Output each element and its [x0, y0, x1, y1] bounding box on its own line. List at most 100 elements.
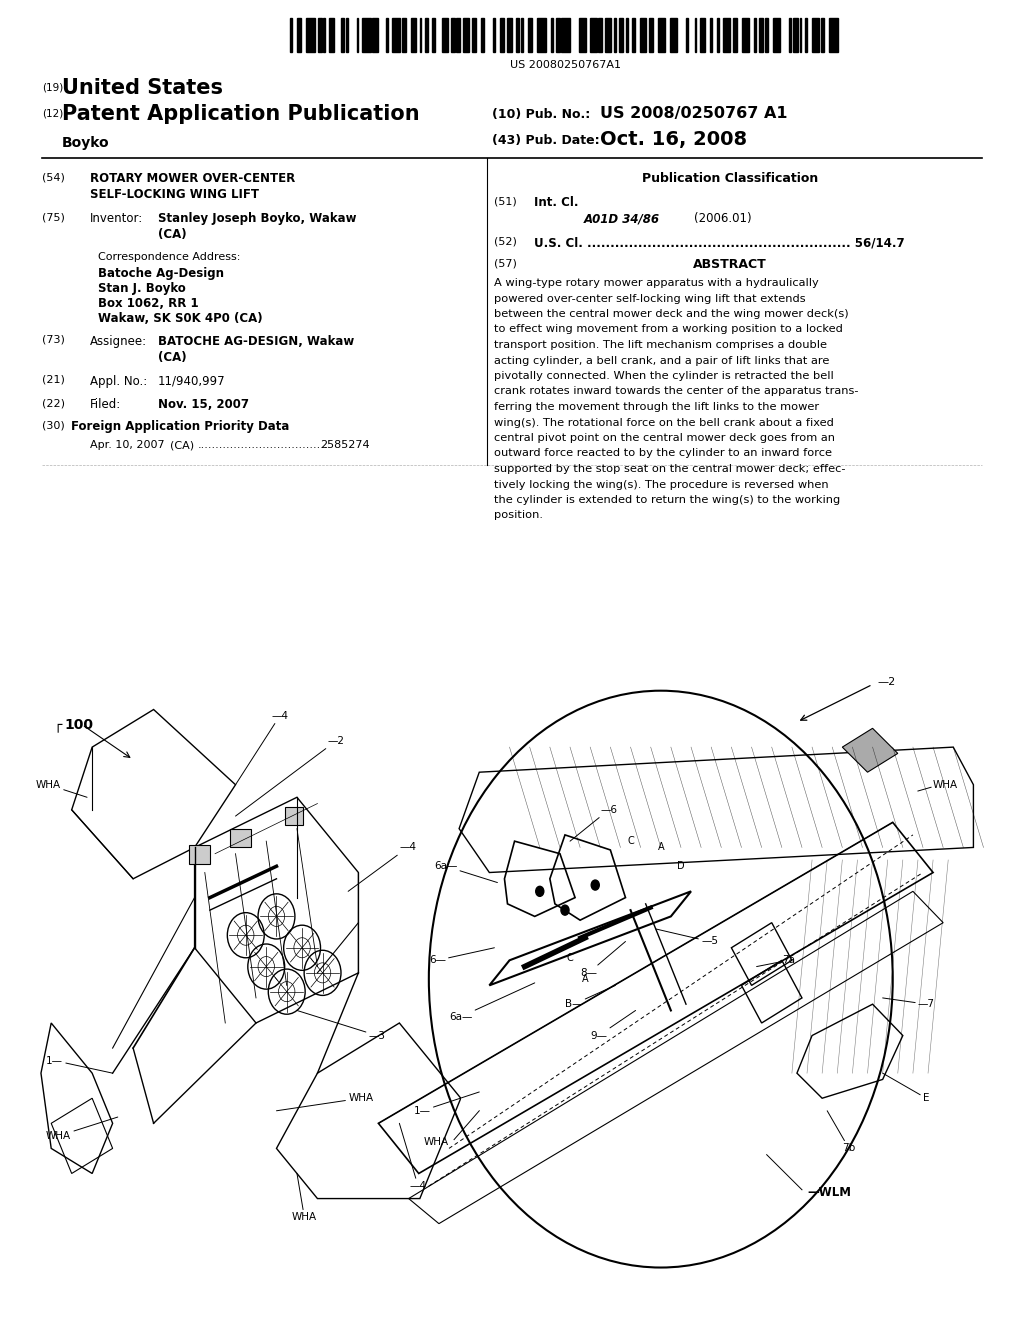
Text: Apr. 10, 2007: Apr. 10, 2007 — [90, 440, 165, 450]
Bar — [742, 18, 749, 51]
Bar — [189, 845, 210, 863]
Bar — [765, 18, 768, 51]
Text: Filed:: Filed: — [90, 399, 121, 411]
Bar — [318, 18, 322, 51]
Bar — [386, 18, 388, 51]
Bar — [723, 18, 730, 51]
Bar — [773, 18, 780, 51]
Text: 6a—: 6a— — [434, 861, 498, 883]
Bar — [329, 18, 334, 51]
Bar — [500, 18, 504, 51]
Bar — [733, 18, 736, 51]
Bar — [464, 18, 469, 51]
Text: —4: —4 — [348, 842, 417, 891]
Bar — [452, 18, 455, 51]
Text: 11/940,997: 11/940,997 — [158, 375, 225, 388]
Text: Int. Cl.: Int. Cl. — [534, 195, 579, 209]
Bar — [516, 18, 519, 51]
Text: Correspondence Address:: Correspondence Address: — [98, 252, 241, 261]
Text: Oct. 16, 2008: Oct. 16, 2008 — [600, 129, 748, 149]
Text: Appl. No.:: Appl. No.: — [90, 375, 147, 388]
Text: —WLM: —WLM — [807, 1185, 851, 1199]
Circle shape — [591, 880, 599, 890]
Bar — [537, 18, 546, 51]
Text: —2: —2 — [236, 735, 345, 816]
Text: to effect wing movement from a working position to a locked: to effect wing movement from a working p… — [494, 325, 843, 334]
Bar — [793, 18, 798, 51]
Bar — [285, 808, 303, 825]
Bar — [694, 18, 696, 51]
Bar — [425, 18, 428, 51]
Bar — [324, 18, 325, 51]
Text: crank rotates inward towards the center of the apparatus trans-: crank rotates inward towards the center … — [494, 387, 858, 396]
Text: central pivot point on the central mower deck goes from an: central pivot point on the central mower… — [494, 433, 835, 444]
Text: C: C — [566, 953, 573, 962]
Text: (52): (52) — [494, 236, 517, 246]
Text: (51): (51) — [494, 195, 517, 206]
Text: A wing-type rotary mower apparatus with a hydraulically: A wing-type rotary mower apparatus with … — [494, 279, 819, 288]
Bar — [290, 18, 292, 51]
Text: (22): (22) — [42, 399, 65, 408]
Bar — [457, 18, 460, 51]
Bar — [297, 18, 300, 51]
Bar — [494, 18, 495, 51]
Bar — [829, 18, 839, 51]
Text: ....................................: .................................... — [198, 440, 329, 450]
Text: WHA: WHA — [292, 1173, 317, 1222]
Text: Stanley Joseph Boyko, Wakaw: Stanley Joseph Boyko, Wakaw — [158, 213, 356, 224]
Text: Publication Classification: Publication Classification — [642, 172, 818, 185]
Text: D: D — [677, 861, 685, 871]
Text: (54): (54) — [42, 172, 65, 182]
Bar — [640, 18, 645, 51]
Bar — [579, 18, 586, 51]
Bar — [590, 18, 597, 51]
Bar — [402, 18, 406, 51]
Text: BATOCHE AG-DESIGN, Wakaw: BATOCHE AG-DESIGN, Wakaw — [158, 335, 354, 348]
Text: —5: —5 — [655, 929, 718, 946]
Text: —7: —7 — [883, 998, 935, 1010]
Text: 8—: 8— — [581, 941, 626, 978]
Bar — [551, 18, 553, 51]
Text: —4: —4 — [399, 1123, 427, 1191]
Bar — [561, 18, 570, 51]
Text: (2006.01): (2006.01) — [694, 213, 752, 224]
Text: 1—: 1— — [414, 1092, 479, 1115]
Text: United States: United States — [62, 78, 223, 98]
Bar — [614, 18, 615, 51]
Text: SELF-LOCKING WING LIFT: SELF-LOCKING WING LIFT — [90, 187, 259, 201]
Bar — [521, 18, 523, 51]
Text: 7a: 7a — [757, 956, 795, 966]
Text: tively locking the wing(s). The procedure is reversed when: tively locking the wing(s). The procedur… — [494, 479, 828, 490]
Bar — [632, 18, 635, 51]
Text: transport position. The lift mechanism comprises a double: transport position. The lift mechanism c… — [494, 341, 827, 350]
Bar — [411, 18, 416, 51]
Text: Stan J. Boyko: Stan J. Boyko — [98, 282, 185, 294]
Text: Box 1062, RR 1: Box 1062, RR 1 — [98, 297, 199, 310]
Text: acting cylinder, a bell crank, and a pair of lift links that are: acting cylinder, a bell crank, and a pai… — [494, 355, 829, 366]
Text: (57): (57) — [494, 257, 517, 268]
Text: 6—: 6— — [429, 948, 495, 965]
Text: (CA): (CA) — [158, 351, 186, 364]
Text: outward force reacted to by the cylinder to an inward force: outward force reacted to by the cylinder… — [494, 449, 831, 458]
Text: pivotally connected. When the cylinder is retracted the bell: pivotally connected. When the cylinder i… — [494, 371, 834, 381]
Text: (CA): (CA) — [170, 440, 195, 450]
Text: ABSTRACT: ABSTRACT — [693, 257, 767, 271]
Bar — [528, 18, 531, 51]
Text: Foreign Application Priority Data: Foreign Application Priority Data — [71, 420, 289, 433]
Bar — [686, 18, 687, 51]
Text: WHA: WHA — [933, 780, 958, 789]
Bar — [356, 18, 358, 51]
Bar — [507, 18, 512, 51]
Text: ┌: ┌ — [53, 718, 61, 731]
Text: —3: —3 — [297, 1011, 386, 1040]
Text: Inventor:: Inventor: — [90, 213, 143, 224]
Bar — [718, 18, 719, 51]
Bar — [790, 18, 791, 51]
Text: Wakaw, SK S0K 4P0 (CA): Wakaw, SK S0K 4P0 (CA) — [98, 312, 262, 325]
Text: position.: position. — [494, 511, 543, 520]
Text: WHA: WHA — [36, 780, 87, 797]
Text: 1—: 1— — [46, 1056, 113, 1073]
Bar — [711, 18, 712, 51]
Text: 100: 100 — [65, 718, 93, 731]
Text: the cylinder is extended to return the wing(s) to the working: the cylinder is extended to return the w… — [494, 495, 841, 506]
